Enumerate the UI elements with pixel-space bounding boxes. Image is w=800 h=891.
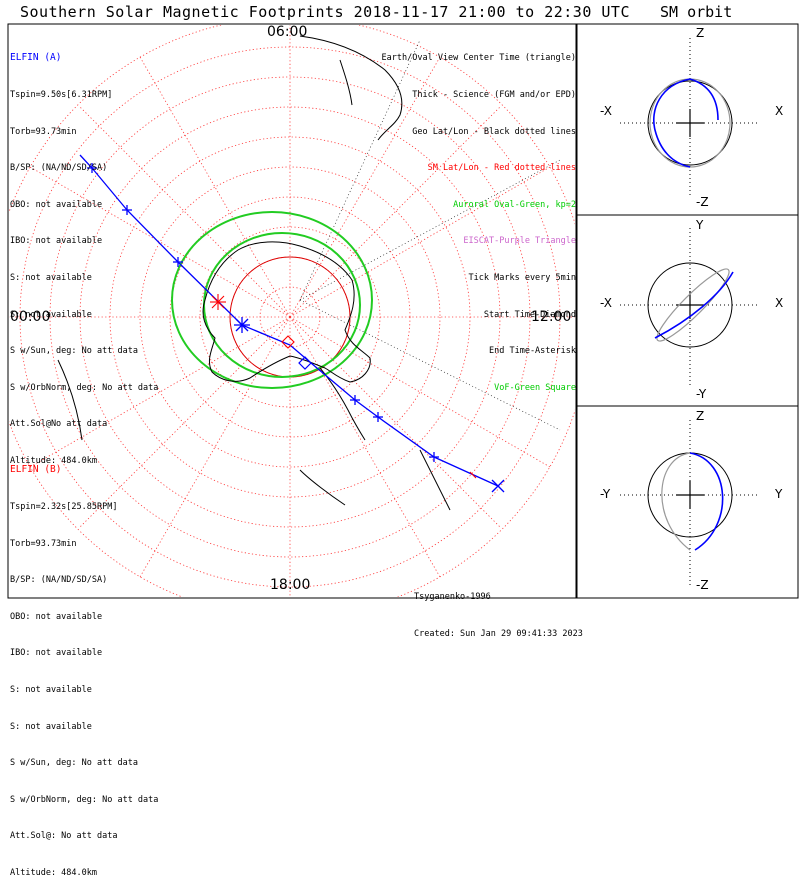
legend-item: Auroral Oval-Green, kp=2: [453, 199, 576, 210]
elfin-a-info: ELFIN (A) Tspin=9.50s[6.31RPM] Torb=93.7…: [10, 28, 158, 479]
legend: Earth/Oval View Center Time (triangle) T…: [382, 28, 576, 406]
geo-lat-lon-grid: [299, 39, 561, 431]
elfin-a-track: [79, 154, 505, 493]
legend-item: Geo Lat/Lon - Black dotted lines: [412, 126, 576, 137]
map-frame: [7, 23, 577, 599]
legend-item: Start Time-Diamond: [483, 309, 576, 320]
plot-title: Southern Solar Magnetic Footprints 2018-…: [20, 3, 630, 21]
sm2-down: -Y: [696, 387, 707, 401]
elfin-b-line: S: not available: [10, 684, 92, 695]
sm3-left: -Y: [600, 487, 611, 501]
footer: Tsyganenko-1996 Created: Sun Jan 29 09:4…: [414, 566, 583, 653]
sm-orbit-panel-xy: [620, 228, 760, 385]
sm1-left: -X: [600, 104, 612, 118]
elfin-b-line: S w/Sun, deg: No att data: [10, 758, 138, 769]
sm3-up: Z: [696, 409, 705, 423]
sm-orbit-title: SM orbit: [660, 3, 733, 21]
sm-orbit-panel-yz: [620, 420, 760, 585]
elfin-a-line: Tspin=9.50s[6.31RPM]: [10, 90, 113, 100]
sm1-right: X: [775, 104, 784, 118]
elfin-a-line: B/SP: (NA/ND/SD/SA): [10, 163, 108, 174]
model-credit: Tsyganenko-1996: [414, 592, 491, 602]
elfin-a-line: S w/OrbNorm, deg: No att data: [10, 382, 159, 393]
time-label-left: 00:00: [10, 309, 51, 325]
legend-item: VoF-Green Square: [494, 382, 576, 393]
elfin-b-line: Tspin=2.32s[25.85RPM]: [10, 502, 118, 512]
sm-orbit-panel-xz: [620, 38, 760, 195]
elfin-a-line: S: not available: [10, 309, 92, 320]
elfin-a-line: OBO: not available: [10, 199, 103, 210]
elfin-b-line: B/SP: (NA/ND/SD/SA): [10, 575, 108, 586]
legend-item: SM Lat/Lon - Red dotted lines: [427, 163, 576, 174]
elfin-b-line: Torb=93.73min: [10, 538, 77, 549]
legend-item: EISCAT-Purple Triangle: [463, 236, 576, 247]
elfin-b-line: S: not available: [10, 721, 92, 732]
elfin-a-line: ELFIN (A): [10, 52, 62, 64]
elfin-b-line: Att.Sol@: No att data: [10, 831, 118, 842]
sm-lat-lon-grid: [9, 25, 575, 597]
sm2-left: -X: [600, 296, 612, 310]
sm2-right: X: [775, 296, 784, 310]
elfin-b-info: ELFIN (B) Tspin=2.32s[25.85RPM] Torb=93.…: [10, 440, 158, 891]
elfin-b-track: [210, 294, 477, 479]
elfin-a-line: Torb=93.73min: [10, 126, 77, 137]
elfin-b-line: Altitude: 484.0km: [10, 867, 97, 878]
legend-item: Tick Marks every 5min: [468, 272, 576, 283]
time-label-right: 12:00: [531, 309, 572, 325]
elfin-b-line: IBO: not available: [10, 648, 103, 659]
legend-item: Thick - Science (FGM and/or EPD): [412, 90, 576, 100]
elfin-b-line: S w/OrbNorm, deg: No att data: [10, 794, 159, 805]
legend-item: End Time-Asterisk: [489, 346, 576, 357]
created-timestamp: Created: Sun Jan 29 09:41:33 2023: [414, 629, 583, 640]
elfin-a-line: Altitude: 484.0km: [10, 455, 97, 466]
time-label-top: 06:00: [267, 24, 308, 40]
elfin-a-line: S: not available: [10, 272, 92, 283]
orbit-frame: [576, 23, 799, 599]
sm-orbit-plots: [620, 38, 760, 585]
footprint-map: [7, 23, 799, 599]
sm1-up: Z: [696, 26, 705, 40]
elfin-b-line: OBO: not available: [10, 611, 103, 622]
time-label-bottom: 18:00: [270, 577, 311, 593]
map-plot-area: [9, 25, 575, 597]
elfin-a-line: S w/Sun, deg: No att data: [10, 346, 138, 357]
elfin-b-line: ELFIN (B): [10, 464, 62, 476]
sm2-up: Y: [696, 218, 704, 232]
elfin-a-line: Att.Sol@No att data: [10, 419, 108, 430]
coastline: [57, 35, 451, 511]
legend-item: Earth/Oval View Center Time (triangle): [381, 53, 576, 64]
sm3-down: -Z: [696, 578, 709, 592]
sm1-down: -Z: [696, 195, 709, 209]
elfin-a-line: IBO: not available: [10, 236, 103, 247]
sm3-right: Y: [775, 487, 783, 501]
